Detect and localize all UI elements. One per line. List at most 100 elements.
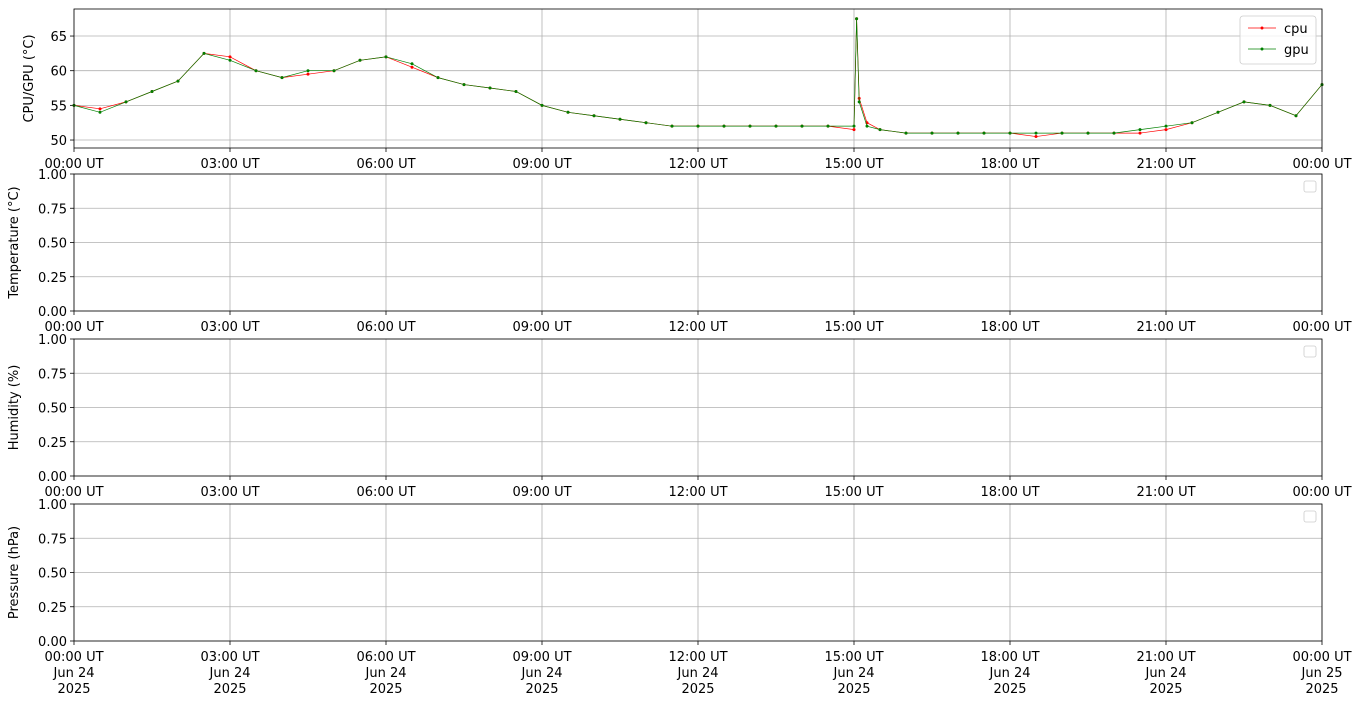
x-tick-label: 18:00 UT — [980, 157, 1039, 172]
y-tick-label: 1.00 — [38, 498, 67, 513]
y-tick-label: 65 — [50, 30, 67, 45]
x-tick-label: 03:00 UT — [200, 650, 259, 665]
x-tick-label: 12:00 UT — [668, 650, 727, 665]
x-tick-label: Jun 24 — [365, 666, 407, 681]
x-tick-label: 18:00 UT — [980, 650, 1039, 665]
x-tick-label: Jun 24 — [833, 666, 875, 681]
x-tick-label: 21:00 UT — [1136, 320, 1195, 335]
y-tick-label: 55 — [50, 99, 67, 114]
data-point — [124, 100, 128, 104]
x-tick-label: 18:00 UT — [980, 485, 1039, 500]
data-point — [332, 69, 336, 73]
data-point — [1242, 100, 1246, 104]
x-tick-label: 09:00 UT — [512, 320, 571, 335]
data-point — [1138, 131, 1142, 135]
legend-box — [1303, 180, 1317, 193]
x-tick-label: 09:00 UT — [512, 650, 571, 665]
x-tick-label: Jun 24 — [209, 666, 251, 681]
data-point — [826, 124, 830, 128]
data-point — [410, 62, 414, 66]
data-point — [1294, 114, 1298, 118]
data-point — [644, 121, 648, 125]
x-tick-label: 2025 — [837, 682, 870, 697]
y-tick-label: 1.00 — [38, 168, 67, 183]
x-tick-label: 06:00 UT — [356, 650, 415, 665]
data-point — [566, 110, 570, 114]
data-point — [1138, 128, 1142, 132]
data-point — [98, 107, 102, 111]
x-tick-label: Jun 24 — [53, 666, 95, 681]
y-tick-label: 60 — [50, 65, 67, 80]
data-point — [1060, 131, 1064, 135]
legend-box — [1303, 510, 1317, 523]
y-axis-label: Temperature (°C) — [7, 186, 22, 299]
legend-marker — [1260, 47, 1264, 51]
x-tick-label: 03:00 UT — [200, 320, 259, 335]
y-axis-label: CPU/GPU (°C) — [22, 34, 37, 122]
x-tick-label: Jun 24 — [989, 666, 1031, 681]
plot-frame — [73, 173, 1323, 312]
x-tick-label: 2025 — [1305, 682, 1338, 697]
data-point — [930, 131, 934, 135]
data-point — [982, 131, 986, 135]
data-point — [228, 58, 232, 62]
data-point — [540, 103, 544, 107]
x-tick-label: 15:00 UT — [824, 650, 883, 665]
data-point — [852, 128, 856, 132]
x-tick-label: 2025 — [525, 682, 558, 697]
x-tick-label: Jun 25 — [1301, 666, 1343, 681]
data-point — [1086, 131, 1090, 135]
data-point — [384, 55, 388, 59]
x-tick-label: 00:00 UT — [1292, 650, 1351, 665]
data-point — [1112, 131, 1116, 135]
data-point — [488, 86, 492, 90]
data-point — [865, 124, 869, 128]
y-tick-label: 0.50 — [38, 567, 67, 582]
data-point — [592, 114, 596, 118]
data-point — [878, 128, 882, 132]
x-tick-label: 2025 — [993, 682, 1026, 697]
legend-marker — [1260, 26, 1264, 30]
data-point — [670, 124, 674, 128]
plot-frame — [73, 8, 1323, 149]
data-point — [306, 69, 310, 73]
data-point — [1008, 131, 1012, 135]
data-point — [800, 124, 804, 128]
data-point — [1164, 124, 1168, 128]
y-tick-label: 0.50 — [38, 402, 67, 417]
x-tick-label: 18:00 UT — [980, 320, 1039, 335]
plot-frame — [73, 503, 1323, 642]
data-point — [956, 131, 960, 135]
x-tick-label: 2025 — [369, 682, 402, 697]
data-point — [852, 124, 856, 128]
x-tick-label: 09:00 UT — [512, 485, 571, 500]
data-point — [306, 72, 310, 76]
x-tick-label: 12:00 UT — [668, 157, 727, 172]
data-point — [1164, 128, 1168, 132]
x-tick-label: 15:00 UT — [824, 485, 883, 500]
x-tick-label: 15:00 UT — [824, 320, 883, 335]
x-tick-label: 00:00 UT — [44, 650, 103, 665]
y-tick-label: 0.25 — [38, 436, 67, 451]
x-tick-label: 00:00 UT — [1292, 157, 1351, 172]
y-tick-label: 1.00 — [38, 333, 67, 348]
y-axis-label: Humidity (%) — [7, 365, 22, 451]
data-point — [857, 100, 861, 104]
x-tick-label: 12:00 UT — [668, 320, 727, 335]
data-point — [618, 117, 622, 121]
data-point — [1034, 131, 1038, 135]
data-point — [410, 65, 414, 69]
x-tick-label: 2025 — [57, 682, 90, 697]
legend-box — [1303, 345, 1317, 358]
legend-label: gpu — [1284, 43, 1309, 58]
data-point — [774, 124, 778, 128]
y-tick-label: 0.25 — [38, 271, 67, 286]
data-point — [150, 89, 154, 93]
y-axis-label: Pressure (hPa) — [7, 526, 22, 619]
x-tick-label: 06:00 UT — [356, 320, 415, 335]
y-tick-label: 0.00 — [38, 305, 67, 320]
y-tick-label: 0.75 — [38, 367, 67, 382]
data-point — [202, 51, 206, 55]
x-tick-label: Jun 24 — [521, 666, 563, 681]
y-tick-label: 0.75 — [38, 532, 67, 547]
